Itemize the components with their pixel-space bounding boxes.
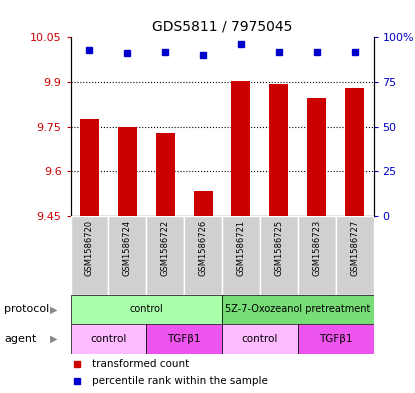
Bar (260, 216, 298, 295)
Title: GDS5811 / 7975045: GDS5811 / 7975045 (152, 19, 292, 33)
Text: GSM1586727: GSM1586727 (350, 220, 359, 276)
Bar (222, 295, 374, 324)
Bar (345, 88, 364, 216)
Text: agent: agent (4, 334, 37, 344)
Text: control: control (90, 334, 127, 344)
Text: ▶: ▶ (50, 334, 58, 344)
Bar (222, 216, 260, 295)
Bar (298, 324, 374, 354)
Text: GSM1586721: GSM1586721 (237, 220, 245, 276)
Text: percentile rank within the sample: percentile rank within the sample (92, 376, 268, 386)
Bar (146, 216, 184, 295)
Bar (298, 216, 336, 295)
Bar (118, 127, 137, 216)
Bar (269, 84, 288, 216)
Bar (146, 324, 222, 354)
Text: control: control (242, 334, 278, 344)
Bar (108, 216, 146, 295)
Bar (71, 324, 146, 354)
Bar (194, 191, 212, 216)
Text: GSM1586725: GSM1586725 (274, 220, 283, 276)
Text: TGFβ1: TGFβ1 (167, 334, 201, 344)
Bar (156, 133, 175, 216)
Text: GSM1586723: GSM1586723 (312, 220, 321, 276)
Text: control: control (129, 305, 163, 314)
Bar (336, 216, 374, 295)
Bar (71, 216, 108, 295)
Bar (307, 98, 326, 216)
Text: TGFβ1: TGFβ1 (319, 334, 352, 344)
Bar (222, 324, 298, 354)
Bar (232, 81, 250, 216)
Text: GSM1586722: GSM1586722 (161, 220, 170, 276)
Text: GSM1586720: GSM1586720 (85, 220, 94, 276)
Text: ▶: ▶ (50, 305, 58, 314)
Bar (80, 119, 99, 216)
Text: GSM1586726: GSM1586726 (199, 220, 208, 276)
Text: 5Z-7-Oxozeanol pretreatment: 5Z-7-Oxozeanol pretreatment (225, 305, 371, 314)
Bar (184, 216, 222, 295)
Text: protocol: protocol (4, 305, 49, 314)
Text: transformed count: transformed count (92, 358, 189, 369)
Text: GSM1586724: GSM1586724 (123, 220, 132, 276)
Bar (71, 295, 222, 324)
